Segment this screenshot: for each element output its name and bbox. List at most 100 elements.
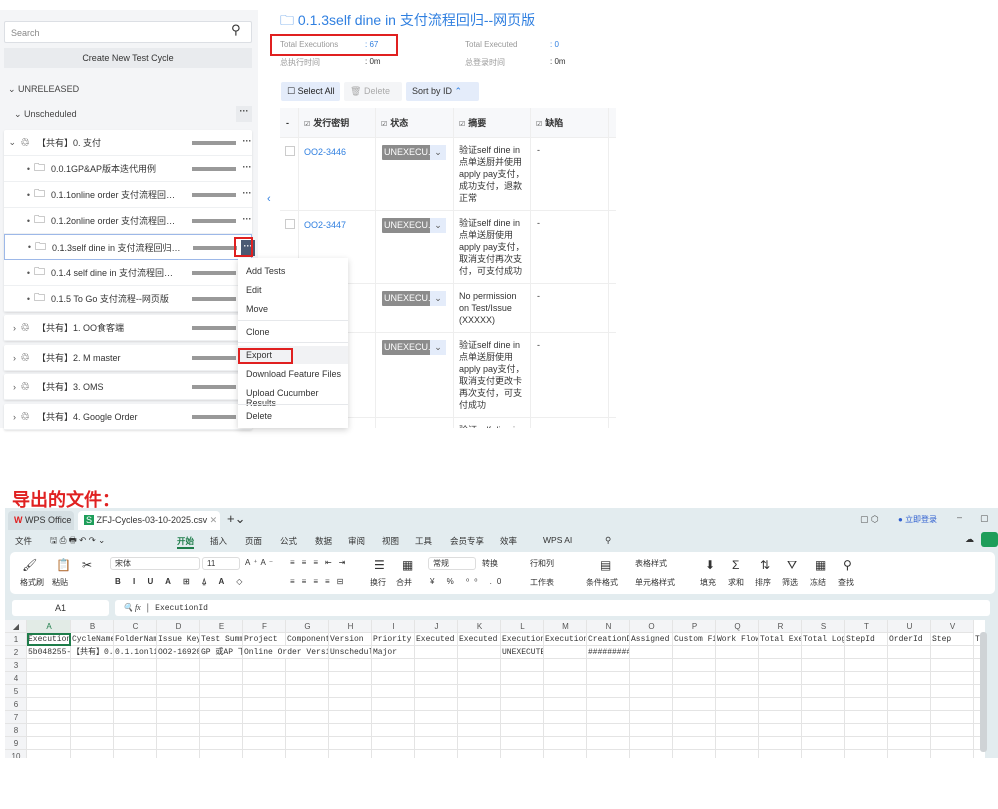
cell[interactable]: Total Logged [802, 633, 845, 646]
cell[interactable] [716, 646, 759, 659]
cell[interactable]: 【共有】0. [71, 646, 114, 659]
cell[interactable] [415, 711, 458, 724]
cell[interactable] [114, 659, 157, 672]
cell[interactable] [286, 737, 329, 750]
cell[interactable] [544, 646, 587, 659]
cell[interactable] [501, 750, 544, 758]
cell[interactable] [802, 685, 845, 698]
column-header[interactable]: V [931, 620, 974, 633]
cell[interactable] [458, 646, 501, 659]
align-top-row[interactable]: ≡≡≡⇤⇥ [290, 558, 353, 567]
cell[interactable] [372, 672, 415, 685]
cell[interactable] [759, 659, 802, 672]
cell[interactable] [501, 659, 544, 672]
search-input[interactable]: Search [4, 21, 252, 43]
cell[interactable] [372, 750, 415, 758]
cell[interactable]: Executed ( [458, 633, 501, 646]
cell[interactable] [157, 724, 200, 737]
cell[interactable] [845, 646, 888, 659]
cell[interactable] [415, 659, 458, 672]
sum-button[interactable]: 求和 [728, 578, 744, 587]
more-actions-button[interactable]: ··· [242, 162, 252, 172]
cell[interactable] [673, 698, 716, 711]
column-header[interactable]: ☑ 缺陷 [530, 108, 608, 138]
column-header[interactable]: S [802, 620, 845, 633]
collapse-sidebar-icon[interactable]: ‹ [267, 193, 271, 205]
column-header[interactable]: L [501, 620, 544, 633]
wrap-button[interactable]: 换行 [370, 578, 386, 587]
sort-button[interactable]: 排序 [755, 578, 771, 587]
cell[interactable] [200, 724, 243, 737]
cell[interactable] [27, 724, 71, 737]
tree-item[interactable]: • 🗀 0.1.4 self dine in 支付流程回归--Me... [4, 260, 252, 286]
cell[interactable] [415, 646, 458, 659]
column-header[interactable]: B [71, 620, 114, 633]
cell[interactable] [716, 737, 759, 750]
menu-item-move[interactable]: Move [246, 304, 269, 314]
cell[interactable] [458, 711, 501, 724]
issue-key-link[interactable]: OO2-3447 [304, 220, 347, 230]
vertical-scrollbar[interactable] [980, 632, 987, 752]
cell[interactable] [329, 698, 372, 711]
menu-9[interactable]: 会员专享 [450, 536, 485, 546]
row-header[interactable]: 6 [5, 698, 27, 711]
cell[interactable] [114, 737, 157, 750]
conditional-format-button[interactable]: 条件格式 [586, 578, 618, 587]
cell[interactable] [802, 659, 845, 672]
cell[interactable] [243, 672, 286, 685]
cell[interactable] [802, 646, 845, 659]
cell[interactable] [587, 737, 630, 750]
column-header[interactable]: T [845, 620, 888, 633]
cell[interactable] [673, 672, 716, 685]
column-header[interactable]: K [458, 620, 501, 633]
cell[interactable] [587, 750, 630, 758]
align-bottom-row[interactable]: ≡≡≡≡⊟ [290, 577, 351, 586]
row-header[interactable]: 1 [5, 633, 27, 646]
cell[interactable] [114, 750, 157, 758]
menu-item-export[interactable]: Export [246, 350, 273, 360]
cell[interactable] [974, 646, 985, 659]
cell[interactable] [157, 737, 200, 750]
cell[interactable]: Te [974, 633, 985, 646]
column-header[interactable]: H [329, 620, 372, 633]
cell[interactable] [888, 724, 931, 737]
chevron-down-icon[interactable]: ⌄ [8, 137, 16, 147]
column-header[interactable]: Q [716, 620, 759, 633]
font-size-adjust[interactable]: A⁺A⁻ [245, 558, 277, 567]
cell[interactable]: Execution [544, 633, 587, 646]
cell[interactable] [372, 724, 415, 737]
cell[interactable] [544, 698, 587, 711]
cell[interactable] [114, 698, 157, 711]
menu-item-upload-cucumber-results[interactable]: Upload Cucumber Results [246, 388, 319, 408]
font-style-buttons[interactable]: B I U A ⊞ ⍙ A ◇ [115, 577, 248, 586]
cell[interactable] [71, 737, 114, 750]
cell[interactable] [630, 711, 673, 724]
cell[interactable] [716, 672, 759, 685]
cell[interactable] [157, 711, 200, 724]
tree-item[interactable]: • 🗀 0.1.1online order 支付流程回归--... ··· [4, 182, 252, 208]
cell[interactable]: ExecutionId [27, 633, 71, 646]
cell[interactable]: GP 或AP 下 [200, 646, 243, 659]
paste-button[interactable]: 粘贴 [52, 578, 68, 587]
menu-11[interactable]: WPS AI [543, 535, 573, 545]
cell[interactable] [243, 724, 286, 737]
cell[interactable] [458, 737, 501, 750]
cell[interactable]: Work Flow [716, 633, 759, 646]
cell[interactable] [114, 672, 157, 685]
cell[interactable] [114, 685, 157, 698]
column-header[interactable]: M [544, 620, 587, 633]
cell[interactable] [845, 750, 888, 758]
cell[interactable] [286, 724, 329, 737]
cell[interactable] [845, 737, 888, 750]
cell[interactable] [71, 672, 114, 685]
cell[interactable] [501, 737, 544, 750]
cell[interactable] [716, 750, 759, 758]
cell[interactable]: 5b048255-4 [27, 646, 71, 659]
sort-button[interactable]: Sort by ID ⌃ [406, 82, 479, 101]
cell[interactable] [974, 698, 985, 711]
cell[interactable] [501, 724, 544, 737]
menu-7[interactable]: 视图 [382, 536, 400, 546]
cell[interactable] [931, 685, 974, 698]
cell[interactable] [630, 659, 673, 672]
cell[interactable] [587, 685, 630, 698]
